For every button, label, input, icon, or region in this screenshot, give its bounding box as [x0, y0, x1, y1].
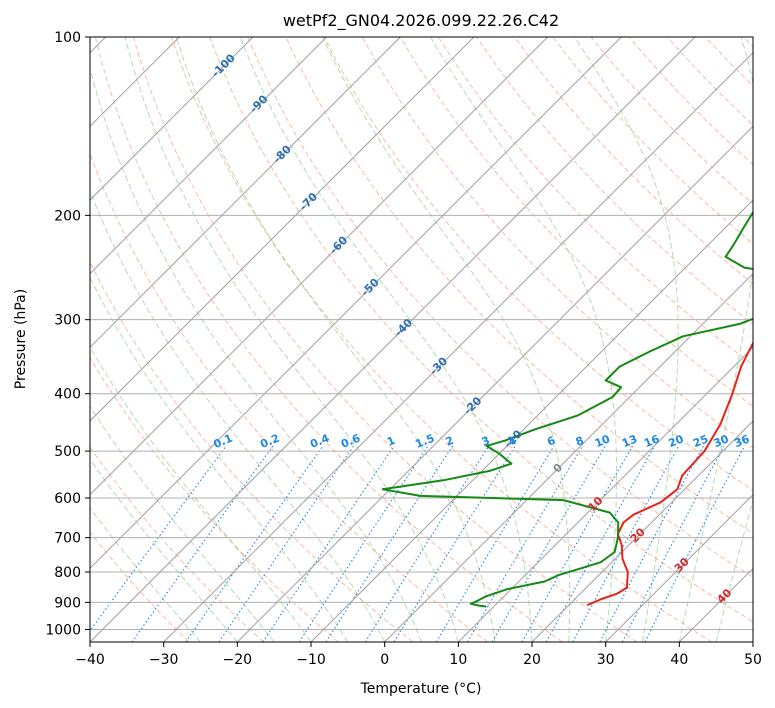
- y-tick-label: 1000: [45, 622, 81, 638]
- mixing-ratio-line: [364, 445, 490, 642]
- mixing-ratio-line: [644, 445, 746, 642]
- x-axis: −40 −30 −20 −10 0 10 20 30 40 50: [75, 642, 762, 668]
- mixing-ratio-line: [262, 445, 395, 642]
- y-tick-label: 200: [54, 208, 81, 224]
- mixing-ratio-label: 16: [642, 432, 661, 450]
- dry-adiabat-line: [361, 37, 753, 449]
- mixing-ratio-label: 20: [666, 432, 685, 450]
- mixing-ratio-line: [185, 445, 324, 642]
- y-axis-title: Pressure (hPa): [13, 289, 29, 389]
- isotherm-gridline: [90, 37, 696, 642]
- dry-adiabat-line: [323, 37, 753, 491]
- y-tick-label: 300: [54, 313, 81, 329]
- isotherm-gridline: [90, 37, 622, 570]
- chart-title: wetPf2_GN04.2026.099.22.26.C42: [283, 11, 559, 31]
- dry-adiabat-line: [94, 37, 563, 642]
- dry-adiabat-line: [90, 446, 264, 642]
- mixing-ratio-label: 13: [620, 432, 639, 450]
- y-tick-label: 600: [54, 491, 81, 507]
- dewpoint-profile-line: [381, 210, 753, 608]
- dry-adiabat-line: [90, 152, 488, 642]
- mixing-ratio-line: [298, 445, 429, 642]
- y-tick-label: 400: [54, 387, 81, 403]
- mixing-ratio-label: 1: [385, 434, 397, 449]
- isotherm-gridline: [310, 199, 753, 642]
- isotherm-gridline: [90, 37, 328, 275]
- moist-adiabat-line: [90, 276, 349, 642]
- isotherm-gridlines: [90, 37, 753, 642]
- isotherm-gridline: [90, 37, 401, 349]
- mixing-ratio-label: 36: [732, 432, 751, 450]
- isotherm-gridline: [163, 51, 753, 642]
- isotherm-gridline: [531, 420, 753, 642]
- mixing-ratio-line: [325, 445, 454, 642]
- x-tick-label: 20: [523, 652, 541, 668]
- isotherm-gridline: [90, 37, 475, 422]
- moist-adiabat-line: [175, 37, 496, 642]
- mixing-ratio-label: 2: [444, 434, 456, 449]
- isotherm-gridline: [457, 346, 753, 642]
- y-tick-label: 500: [54, 444, 81, 460]
- moist-adiabat-line: [574, 37, 679, 642]
- mixing-ratio-line: [131, 445, 274, 642]
- moist-adiabat-line: [322, 37, 571, 642]
- dry-adiabat-line: [285, 37, 753, 535]
- dry-adiabat-line: [90, 531, 190, 642]
- moist-adiabat-line: [678, 37, 753, 642]
- x-tick-label: −30: [149, 652, 179, 668]
- mixing-ratio-label: 10: [593, 432, 612, 450]
- temperature-profile-line: [586, 341, 753, 607]
- mixing-ratio-label: 25: [691, 432, 710, 450]
- dry-adiabat-line: [132, 37, 638, 642]
- y-tick-label: 700: [54, 531, 81, 547]
- mixing-ratio-label: 8: [574, 434, 586, 449]
- y-tick-label: 100: [54, 30, 81, 46]
- mixing-ratio-line: [621, 445, 725, 642]
- isotherm-gridline: [236, 125, 753, 642]
- x-tick-label: 40: [670, 652, 688, 668]
- dry-adiabat-line: [90, 356, 339, 642]
- dry-adiabat-line: [437, 37, 753, 366]
- moist-adiabat-line: [430, 37, 617, 642]
- dry-adiabat-line: [514, 37, 753, 285]
- y-tick-label: 800: [54, 565, 81, 581]
- isotherm-gridline: [605, 493, 753, 642]
- x-tick-label: 10: [449, 652, 467, 668]
- mixing-ratio-line: [545, 445, 656, 642]
- isotherm-gridline: [384, 272, 753, 642]
- mixing-ratio-line: [435, 445, 555, 642]
- x-tick-label: 30: [597, 652, 615, 668]
- mixing-ratio-label: 3: [480, 434, 492, 449]
- x-tick-label: −20: [223, 652, 253, 668]
- mixing-ratio-line: [467, 445, 584, 642]
- mixing-ratio-label: 30: [712, 432, 731, 450]
- mixing-ratio-line: [218, 445, 355, 642]
- x-tick-label: 50: [744, 652, 762, 668]
- isotherm-gridline: [90, 37, 254, 201]
- dry-adiabats: [90, 37, 753, 642]
- mixing-ratio-line: [521, 445, 633, 642]
- moist-adiabat-line: [90, 65, 422, 642]
- isobar-gridlines: [90, 37, 753, 630]
- x-axis-title: Temperature (°C): [360, 681, 482, 697]
- x-tick-label: −40: [75, 652, 105, 668]
- moist-adiabat-line: [124, 37, 459, 642]
- dry-adiabat-line: [171, 37, 712, 642]
- isotherm-gridline: [90, 37, 549, 496]
- x-tick-label: −10: [296, 652, 326, 668]
- plot-area: -100-90-80-70-60-50-40-30-20-10010203040…: [90, 37, 753, 642]
- moist-adiabat-line: [90, 507, 201, 642]
- x-tick-label: 0: [380, 652, 389, 668]
- plot-frame: [89, 36, 754, 643]
- moist-adiabat-line: [239, 37, 533, 642]
- moist-adiabat-line: [90, 458, 238, 642]
- dry-adiabat-line: [209, 37, 753, 623]
- y-tick-label: 900: [54, 595, 81, 611]
- dry-adiabat-line: [247, 37, 753, 578]
- sounding-series: [381, 210, 753, 608]
- y-axis: 100 200 300 400 500 600 700 800 900 1000: [45, 30, 90, 638]
- dry-adiabat-line: [399, 37, 753, 407]
